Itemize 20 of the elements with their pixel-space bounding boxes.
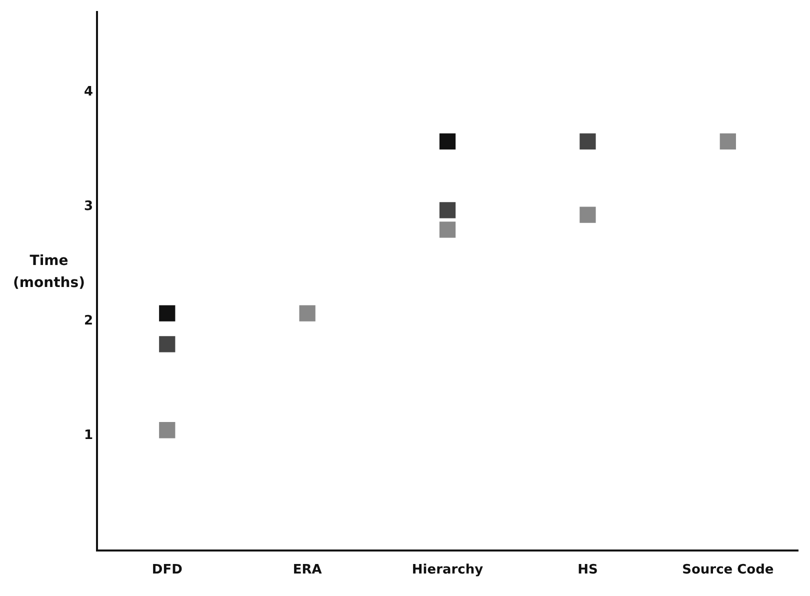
y-tick-label: 4 [84, 84, 94, 100]
point [439, 133, 456, 150]
x-tick-label: DFD [152, 562, 183, 578]
point [720, 133, 736, 150]
y-tick-label: 3 [84, 199, 94, 214]
point [580, 206, 596, 223]
x-tick-label: Source Code [682, 562, 774, 578]
y-tick-label: 2 [84, 314, 94, 329]
point [299, 305, 316, 322]
point [159, 422, 176, 438]
point [439, 202, 456, 218]
point [159, 305, 176, 322]
x-tick-label: Hierarchy [412, 562, 484, 578]
point [439, 222, 456, 238]
x-tick-label: HS [578, 562, 598, 578]
point [159, 336, 176, 352]
y-axis-title: Time (months) [12, 252, 86, 293]
y-tick-label: 1 [84, 428, 94, 444]
point [580, 133, 596, 150]
x-tick-label: ERA [292, 562, 322, 578]
